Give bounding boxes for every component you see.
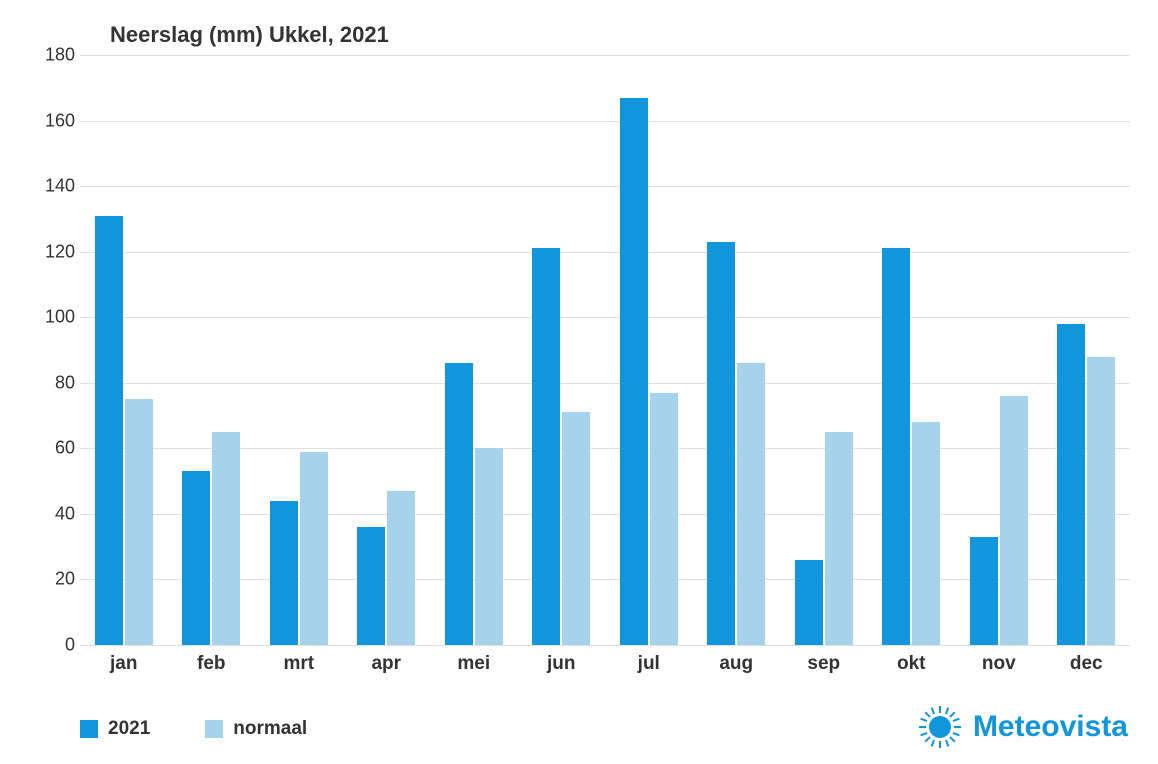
- bar-group: [1057, 324, 1115, 645]
- bar: [125, 399, 153, 645]
- bar-group: [532, 248, 590, 645]
- bar: [1057, 324, 1085, 645]
- gridline: [80, 317, 1130, 318]
- bar: [1000, 396, 1028, 645]
- bar: [825, 432, 853, 645]
- y-tick-label: 140: [25, 176, 75, 197]
- bar: [387, 491, 415, 645]
- y-tick-label: 60: [25, 438, 75, 459]
- bar: [707, 242, 735, 645]
- bar-group: [95, 216, 153, 645]
- bar: [95, 216, 123, 645]
- y-tick-label: 180: [25, 45, 75, 66]
- x-tick-label: okt: [897, 653, 926, 675]
- brand-logo: Meteovista: [917, 704, 1128, 750]
- y-axis: 020406080100120140160180: [25, 55, 75, 645]
- legend-swatch: [80, 720, 98, 738]
- legend-item: 2021: [80, 718, 150, 740]
- x-tick-label: apr: [371, 653, 401, 675]
- chart-legend: 2021 normaal: [80, 718, 307, 740]
- x-tick-label: nov: [982, 653, 1016, 675]
- bar-group: [882, 248, 940, 645]
- bar: [562, 412, 590, 645]
- x-tick-label: aug: [719, 653, 753, 675]
- y-tick-label: 0: [25, 635, 75, 656]
- y-tick-label: 100: [25, 307, 75, 328]
- x-tick-label: dec: [1070, 653, 1103, 675]
- bar: [1087, 357, 1115, 645]
- bar: [475, 448, 503, 645]
- bar: [445, 363, 473, 645]
- legend-swatch: [205, 720, 223, 738]
- y-tick-label: 80: [25, 372, 75, 393]
- bar-group: [445, 363, 503, 645]
- gridline: [80, 645, 1130, 646]
- x-tick-label: mei: [457, 653, 490, 675]
- legend-label: normaal: [233, 718, 307, 740]
- bar-group: [970, 396, 1028, 645]
- x-tick-label: feb: [197, 653, 226, 675]
- bar: [620, 98, 648, 645]
- bar-group: [182, 432, 240, 645]
- meteovista-icon: [917, 704, 963, 750]
- x-tick-label: jun: [547, 653, 576, 675]
- bar: [737, 363, 765, 645]
- bar-group: [357, 491, 415, 645]
- x-tick-label: sep: [807, 653, 840, 675]
- gridline: [80, 121, 1130, 122]
- bar: [650, 393, 678, 645]
- bar: [532, 248, 560, 645]
- bar: [182, 471, 210, 645]
- bar-group: [707, 242, 765, 645]
- bar-group: [795, 432, 853, 645]
- x-tick-label: jan: [110, 653, 137, 675]
- bar-group: [270, 452, 328, 645]
- y-tick-label: 120: [25, 241, 75, 262]
- legend-item: normaal: [205, 718, 307, 740]
- bar: [357, 527, 385, 645]
- bar: [300, 452, 328, 645]
- y-tick-label: 160: [25, 110, 75, 131]
- gridline: [80, 252, 1130, 253]
- y-tick-label: 20: [25, 569, 75, 590]
- bar: [795, 560, 823, 645]
- plot-area: janfebmrtaprmeijunjulaugsepoktnovdec: [80, 55, 1130, 645]
- bar: [882, 248, 910, 645]
- x-tick-label: jul: [638, 653, 660, 675]
- x-tick-label: mrt: [283, 653, 314, 675]
- bar-group: [620, 98, 678, 645]
- legend-label: 2021: [108, 718, 150, 740]
- gridline: [80, 55, 1130, 56]
- chart-area: 020406080100120140160180 janfebmrtaprmei…: [80, 55, 1130, 645]
- brand-text: Meteovista: [973, 710, 1128, 744]
- bar: [970, 537, 998, 645]
- gridline: [80, 186, 1130, 187]
- y-tick-label: 40: [25, 503, 75, 524]
- bar: [212, 432, 240, 645]
- bar: [912, 422, 940, 645]
- bar: [270, 501, 298, 645]
- chart-title: Neerslag (mm) Ukkel, 2021: [110, 22, 389, 48]
- gridline: [80, 383, 1130, 384]
